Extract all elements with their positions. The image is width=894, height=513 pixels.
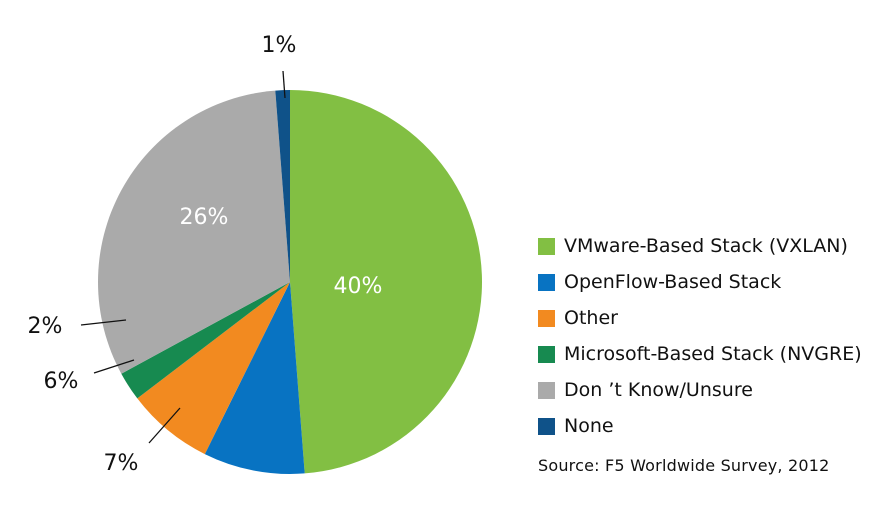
legend: VMware-Based Stack (VXLAN) OpenFlow-Base… [538, 228, 888, 444]
slice-label: 1% [262, 33, 297, 58]
pie-slices [98, 90, 483, 474]
leader-lines [80, 70, 286, 444]
slice-label: 7% [104, 451, 139, 476]
pie-slice-1 [290, 90, 483, 474]
slice-label: 40% [334, 274, 383, 299]
legend-label: OpenFlow-Based Stack [564, 271, 782, 293]
slice-label: 26% [180, 205, 229, 230]
pie-slice-3 [137, 282, 290, 455]
legend-label: None [564, 415, 614, 437]
legend-item-openflow: OpenFlow-Based Stack [538, 264, 888, 300]
leader-line [148, 407, 181, 444]
legend-label: Don ’t Know/Unsure [564, 379, 753, 401]
leader-line [93, 359, 135, 374]
source-note: Source: F5 Worldwide Survey, 2012 [538, 456, 830, 475]
pie-slice-4 [121, 282, 290, 399]
legend-swatch [538, 237, 555, 255]
legend-item-other: Other [538, 300, 888, 336]
legend-item-microsoft: Microsoft-Based Stack (NVGRE) [538, 336, 888, 372]
legend-item-dont-know: Don ’t Know/Unsure [538, 372, 888, 408]
legend-swatch [538, 345, 555, 363]
legend-swatch [538, 273, 555, 291]
slice-labels: 40% 7% 6% 2% 26% 1% [28, 33, 383, 476]
pie-slice-6 [275, 90, 290, 282]
legend-item-vmware: VMware-Based Stack (VXLAN) [538, 228, 888, 264]
leader-line [80, 319, 127, 326]
leader-line [282, 70, 286, 99]
legend-swatch [538, 417, 555, 435]
legend-label: VMware-Based Stack (VXLAN) [564, 235, 848, 257]
legend-label: Other [564, 307, 618, 329]
slice-label: 2% [28, 314, 63, 339]
pie-slice-5 [98, 90, 290, 374]
legend-swatch [538, 381, 555, 399]
legend-label: Microsoft-Based Stack (NVGRE) [564, 343, 862, 365]
pie-slice-2 [204, 282, 305, 474]
legend-swatch [538, 309, 555, 327]
legend-item-none: None [538, 408, 888, 444]
slice-label: 6% [44, 369, 79, 394]
